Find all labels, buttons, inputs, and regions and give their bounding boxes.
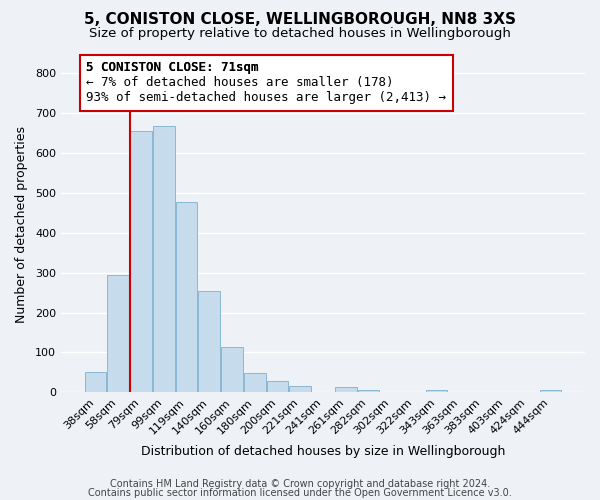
- X-axis label: Distribution of detached houses by size in Wellingborough: Distribution of detached houses by size …: [141, 444, 505, 458]
- Bar: [539, 390, 561, 392]
- Bar: [199, 291, 220, 392]
- Bar: [130, 131, 152, 392]
- Bar: [426, 390, 448, 392]
- Text: 5 CONISTON CLOSE: 71sqm: 5 CONISTON CLOSE: 71sqm: [86, 62, 259, 74]
- Bar: [358, 390, 379, 392]
- Y-axis label: Number of detached properties: Number of detached properties: [15, 126, 28, 324]
- Text: 5, CONISTON CLOSE, WELLINGBOROUGH, NN8 3XS: 5, CONISTON CLOSE, WELLINGBOROUGH, NN8 3…: [84, 12, 516, 28]
- Bar: [244, 373, 266, 392]
- Bar: [176, 202, 197, 392]
- Bar: [289, 386, 311, 392]
- Bar: [153, 126, 175, 392]
- Text: Size of property relative to detached houses in Wellingborough: Size of property relative to detached ho…: [89, 28, 511, 40]
- Text: Contains HM Land Registry data © Crown copyright and database right 2024.: Contains HM Land Registry data © Crown c…: [110, 479, 490, 489]
- Bar: [221, 347, 243, 393]
- Bar: [266, 381, 288, 392]
- Text: 5 CONISTON CLOSE: 71sqm
← 7% of detached houses are smaller (178)
93% of semi-de: 5 CONISTON CLOSE: 71sqm ← 7% of detached…: [86, 62, 446, 104]
- Bar: [335, 386, 356, 392]
- Text: Contains public sector information licensed under the Open Government Licence v3: Contains public sector information licen…: [88, 488, 512, 498]
- Bar: [85, 372, 106, 392]
- Bar: [107, 274, 129, 392]
